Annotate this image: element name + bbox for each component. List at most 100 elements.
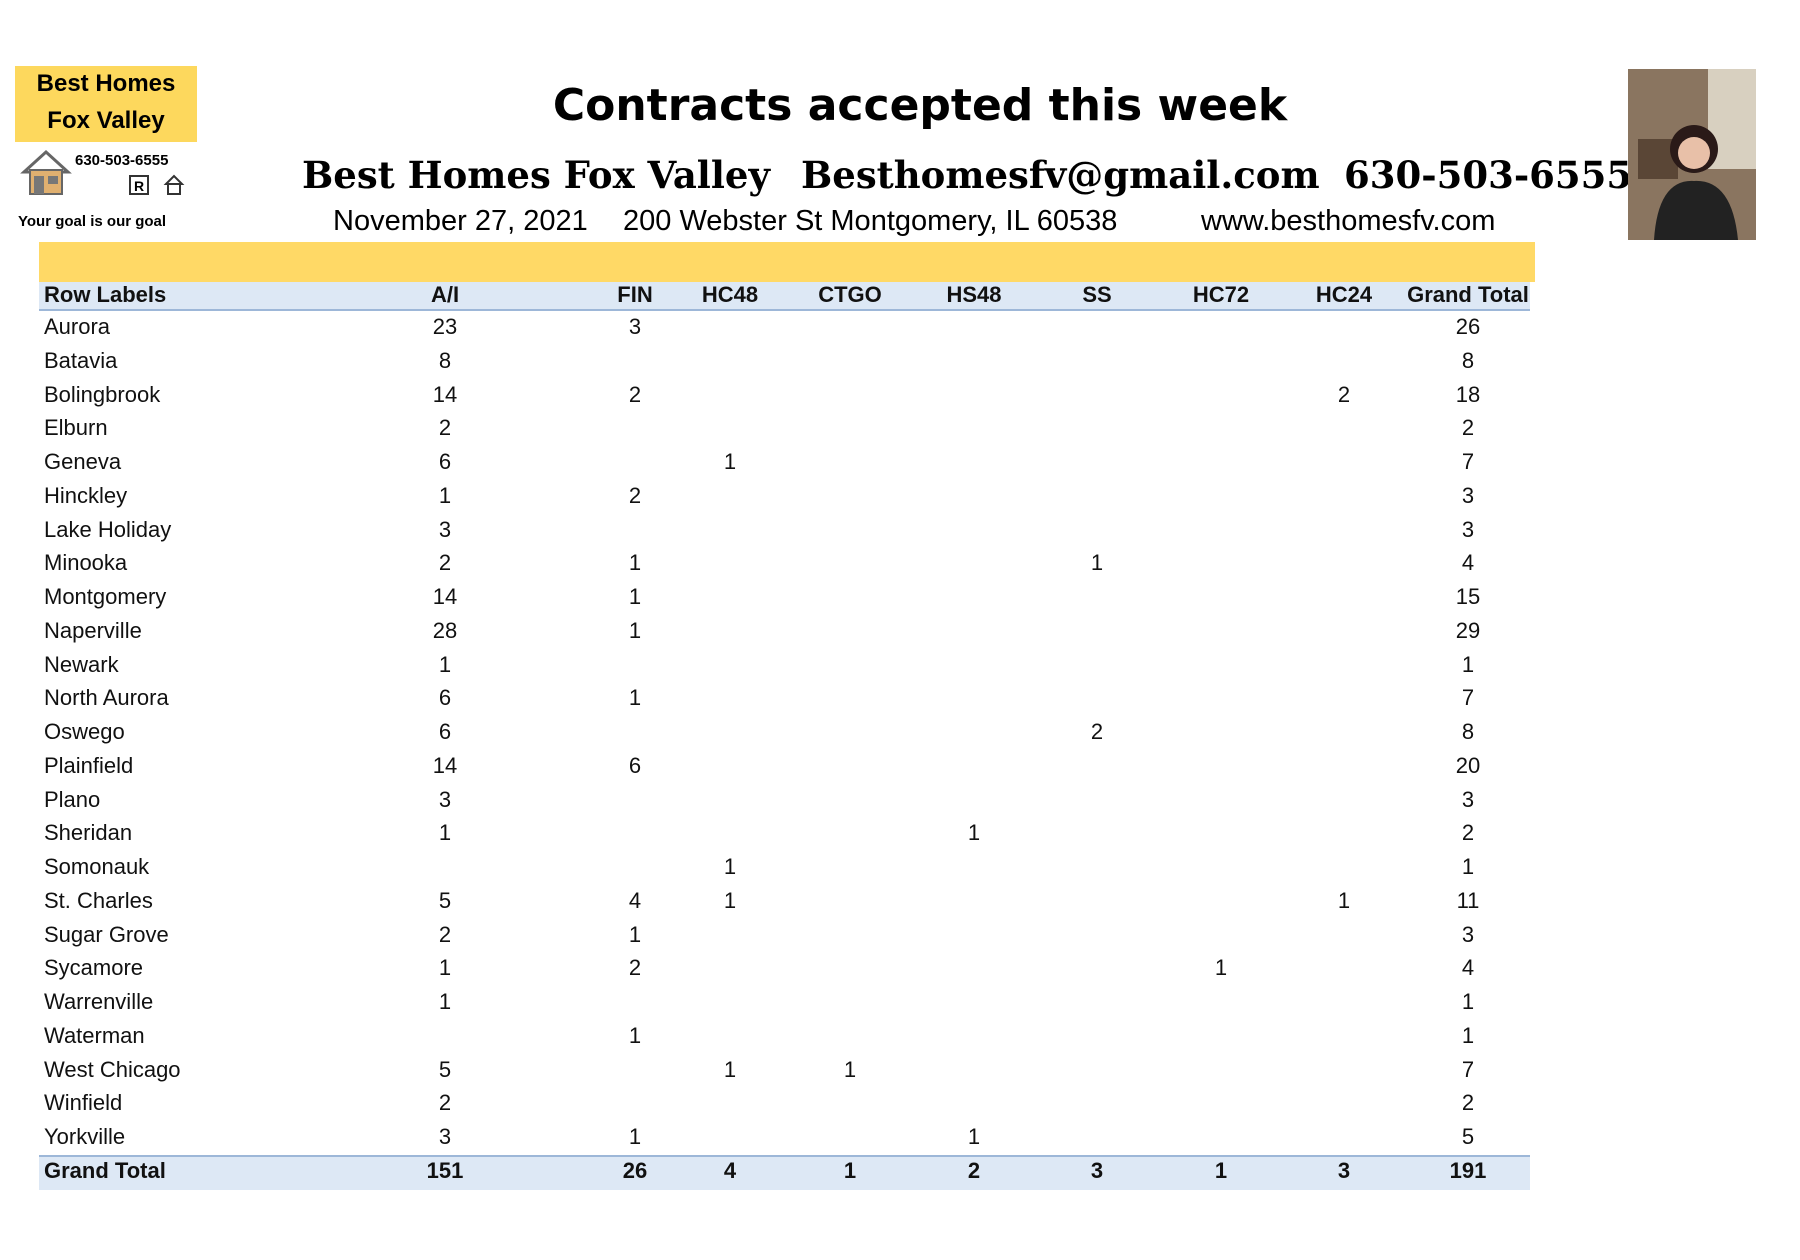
row-label: Elburn — [44, 415, 108, 441]
cell: 1 — [438, 482, 452, 508]
cell: 1 — [1214, 955, 1228, 981]
cell: 1 — [628, 550, 642, 576]
cell: 1 — [1461, 651, 1475, 677]
row-label: Hinckley — [44, 482, 128, 508]
cell: 1 — [628, 685, 642, 711]
cell: 1 — [628, 921, 642, 947]
cell: 14 — [432, 584, 458, 609]
cell: 7 — [1461, 449, 1475, 474]
logo-icons — [20, 149, 149, 195]
address: 200 Webster St Montgomery, IL 60538 — [623, 205, 1118, 237]
cell: 1 — [723, 449, 737, 474]
cell: 1 — [967, 820, 981, 846]
row-label: Naperville — [44, 617, 142, 643]
cell: 1 — [843, 1056, 857, 1082]
cell: 3 — [1461, 516, 1475, 542]
column-header: CTGO — [818, 282, 882, 307]
cell: 18 — [1455, 381, 1481, 407]
cell: 2 — [1090, 719, 1104, 744]
cell: 2 — [1461, 820, 1475, 846]
row-label: Montgomery — [44, 584, 167, 609]
cell: 26 — [1455, 314, 1481, 339]
cell: 6 — [438, 719, 452, 744]
cell: 23 — [432, 314, 458, 339]
logo-line2: Fox Valley — [47, 107, 165, 134]
cell: 1 — [723, 1056, 737, 1082]
cell: 2 — [1337, 381, 1351, 407]
cell: 2 — [628, 955, 642, 981]
row-label: Sycamore — [44, 955, 144, 981]
email: Besthomesfv@gmail.com — [801, 153, 1320, 197]
cell: 2 — [438, 1090, 452, 1116]
column-header: FIN — [617, 282, 653, 307]
cell: 1 — [723, 887, 737, 913]
cell: 15 — [1455, 584, 1481, 609]
cell: 4 — [1461, 955, 1475, 981]
cell: 4 — [1461, 550, 1475, 576]
header-row-bg — [39, 282, 1530, 311]
cell: 6 — [438, 685, 452, 711]
total-cell: Grand Total — [44, 1158, 166, 1183]
cell: 8 — [1461, 347, 1475, 373]
website: www.besthomesfv.com — [1201, 205, 1496, 237]
cell: 7 — [1461, 685, 1475, 711]
cell: 3 — [1461, 921, 1475, 947]
row-label: Bolingbrook — [44, 381, 161, 407]
company: Best Homes Fox Valley — [302, 153, 770, 197]
cell: 1 — [723, 854, 737, 879]
cell: 8 — [1461, 719, 1475, 744]
logo-tagline: Your goal is our goal — [18, 213, 167, 230]
total-cell: 3 — [1090, 1158, 1104, 1183]
realtor-icons: R — [129, 174, 185, 195]
cell: 2 — [438, 921, 452, 947]
row-label: West Chicago — [44, 1056, 181, 1082]
column-header: Row Labels — [44, 282, 167, 307]
cell: 1 — [628, 1124, 642, 1149]
row-label: Plainfield — [44, 752, 134, 778]
row-label: Sugar Grove — [44, 921, 169, 947]
cell: 4 — [628, 887, 642, 913]
cell: 1 — [1461, 854, 1475, 879]
row-label: Lake Holiday — [44, 516, 172, 542]
cell: 1 — [1461, 989, 1475, 1014]
cell: 1 — [628, 1022, 642, 1048]
cell: 3 — [628, 314, 642, 339]
cell: 2 — [438, 415, 452, 441]
cell: 3 — [1461, 786, 1475, 812]
row-label: Sheridan — [44, 820, 133, 846]
cell: 2 — [628, 482, 642, 508]
total-cell: 3 — [1337, 1158, 1351, 1183]
total-cell: 4 — [723, 1158, 737, 1183]
total-cell: 151 — [426, 1158, 464, 1183]
column-header: HC24 — [1315, 282, 1373, 307]
cell: 5 — [438, 1056, 452, 1082]
cell: 1 — [628, 617, 642, 643]
logo-box — [15, 66, 197, 142]
total-cell: 1 — [1214, 1158, 1228, 1183]
cell: 3 — [1461, 482, 1475, 508]
cell: 2 — [628, 381, 642, 407]
cell: 2 — [1461, 415, 1475, 441]
row-label: St. Charles — [44, 887, 153, 913]
logo-phone: 630-503-6555 — [75, 152, 169, 169]
column-header: HC72 — [1192, 282, 1250, 307]
row-label: Warrenville — [44, 989, 154, 1014]
cell: 2 — [1461, 1090, 1475, 1116]
cell: 1 — [1337, 887, 1351, 913]
column-header: A/I — [430, 282, 460, 307]
cell: 1 — [438, 820, 452, 846]
column-header: SS — [1082, 282, 1112, 307]
row-label: Somonauk — [44, 854, 150, 879]
cell: 20 — [1455, 752, 1481, 778]
cell: 1 — [438, 989, 452, 1014]
row-label: Geneva — [44, 449, 122, 474]
cell: 6 — [628, 752, 642, 778]
total-cell: 26 — [622, 1158, 648, 1183]
phone: 630-503-6555 — [1344, 153, 1633, 197]
row-label: Aurora — [44, 314, 111, 339]
column-header: HS48 — [946, 282, 1002, 307]
row-label: North Aurora — [44, 685, 169, 711]
row-label: Winfield — [44, 1090, 123, 1116]
date: November 27, 2021 — [333, 205, 588, 237]
